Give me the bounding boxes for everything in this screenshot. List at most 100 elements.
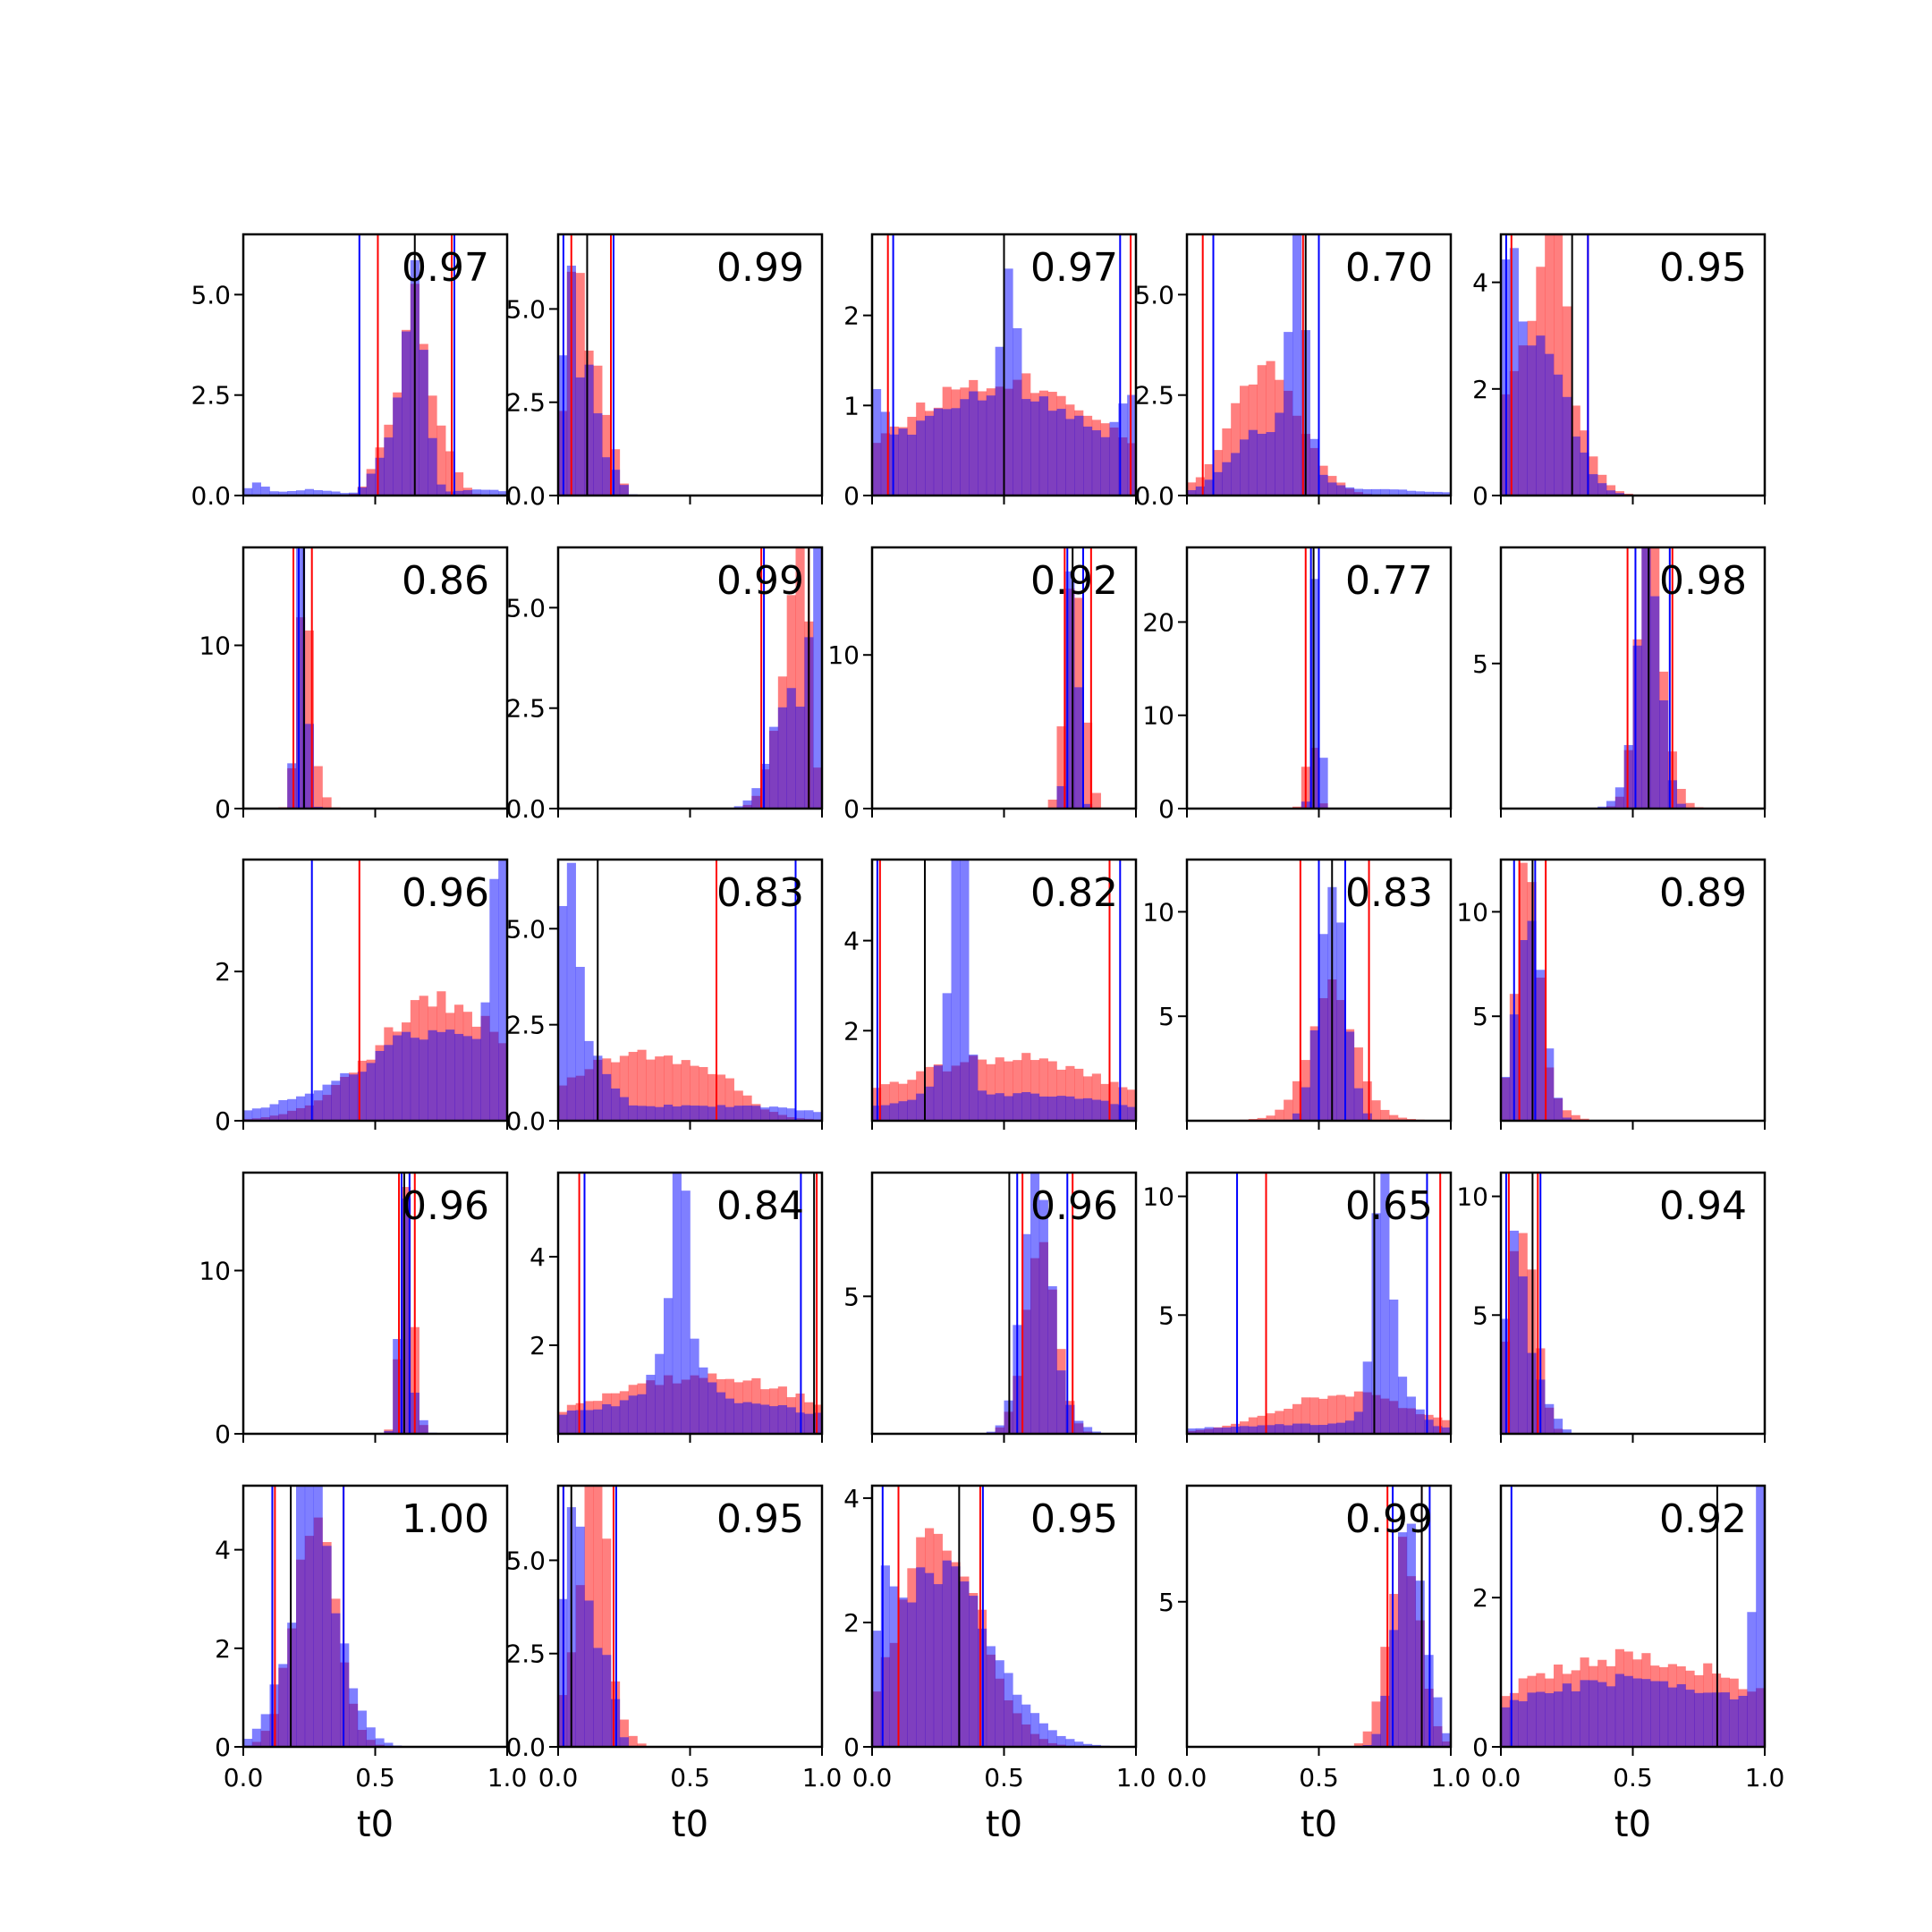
blue-bar <box>251 1728 261 1747</box>
y-tick-label: 4 <box>843 1484 860 1513</box>
x-tick-label: 0.0 <box>538 1763 579 1792</box>
blue-bar <box>1195 1428 1205 1434</box>
blue-bar <box>716 1105 726 1121</box>
blue-bar <box>357 1072 367 1121</box>
blue-bar <box>498 860 507 1121</box>
blue-bar <box>1509 248 1519 496</box>
red-bar <box>672 1063 682 1121</box>
blue-bar <box>1309 579 1319 809</box>
red-bar <box>986 1063 996 1121</box>
y-tick-label: 10 <box>1142 1182 1174 1212</box>
blue-bar <box>1501 1076 1511 1121</box>
panel-r0-c0: 0.0 2.5 5.0 0.97 <box>191 233 509 511</box>
panel-r3-c4: 5 10 0.94 <box>1456 1171 1767 1443</box>
blue-bar <box>1240 439 1250 496</box>
y-tick-label: 5.0 <box>505 914 546 944</box>
blue-bar <box>872 388 882 496</box>
blue-bar <box>1424 1419 1434 1434</box>
red-bar <box>1562 1110 1572 1121</box>
red-bar <box>1362 1080 1372 1121</box>
x-tick-label: 0.0 <box>1167 1763 1208 1792</box>
red-bar <box>1353 1047 1363 1121</box>
red-bar <box>1231 402 1241 496</box>
x-tick-label: 0.0 <box>1481 1763 1521 1792</box>
bars <box>243 259 507 496</box>
y-tick-label: 2 <box>1472 375 1488 404</box>
blue-bar <box>1309 438 1319 496</box>
y-tick-label: 4 <box>1472 268 1488 298</box>
bars <box>243 1486 402 1747</box>
bars <box>1501 1486 1765 1747</box>
blue-bar <box>1248 429 1258 496</box>
blue-bar <box>1336 1422 1346 1434</box>
y-tick-label: 0 <box>1472 1733 1488 1762</box>
blue-bar <box>681 1105 691 1121</box>
red-bar <box>1195 477 1205 496</box>
blue-bar <box>1562 1117 1572 1121</box>
blue-bar <box>1318 474 1328 496</box>
red-bar <box>1222 428 1232 496</box>
red-bar <box>1127 1089 1136 1121</box>
y-tick-label: 0.0 <box>505 1733 546 1762</box>
blue-bar <box>733 1402 743 1434</box>
red-bar <box>1284 1099 1293 1121</box>
blue-bar <box>243 1739 253 1747</box>
bars <box>1345 1523 1451 1747</box>
blue-bar <box>925 1572 935 1747</box>
blue-bar <box>1292 1113 1302 1121</box>
panel-r2-c2: 240.82 <box>843 858 1138 1130</box>
blue-bar <box>898 428 908 496</box>
x-tick-label: 1.0 <box>487 1763 528 1792</box>
blue-bar <box>1030 1093 1040 1121</box>
blue-bar <box>1424 491 1434 496</box>
blue-bar <box>269 491 279 496</box>
blue-bar <box>611 470 621 496</box>
y-tick-label: 0.0 <box>505 1106 546 1136</box>
blue-bar <box>664 1105 674 1121</box>
blue-bar <box>986 1646 996 1747</box>
panel-score-label: 0.82 <box>1030 870 1118 916</box>
blue-bar <box>1100 436 1110 496</box>
blue-bar <box>296 548 306 809</box>
panel-r4-c0: 0.0 0.5 1.0 t0 0 2 4 1.00 <box>215 1484 528 1845</box>
blue-bar <box>331 1613 341 1747</box>
blue-bar <box>916 420 926 496</box>
blue-bar <box>331 1080 341 1121</box>
blue-bar <box>724 1398 734 1434</box>
blue-bar <box>278 491 288 496</box>
x-tick-label: 1.0 <box>1745 1763 1785 1792</box>
blue-bar <box>708 1106 717 1121</box>
panel-r0-c1: 0.0 2.5 5.0 0.99 <box>505 233 824 511</box>
y-tick-label: 10 <box>1142 701 1174 731</box>
blue-bar <box>1614 1674 1624 1747</box>
panel-r0-c4: 0 2 4 0.95 <box>1472 233 1767 511</box>
blue-bar <box>1380 1695 1390 1747</box>
red-bar <box>699 1066 708 1121</box>
red-bar <box>1047 1061 1057 1121</box>
blue-bar <box>602 1403 612 1434</box>
blue-bar <box>1371 1733 1381 1747</box>
blue-bar <box>742 800 752 809</box>
y-tick-label: 2 <box>530 1331 546 1360</box>
blue-bar <box>611 1088 621 1121</box>
blue-bar <box>445 1030 455 1121</box>
panel-r1-c0: 0 10 0.86 <box>199 546 509 824</box>
blue-bar <box>402 1198 411 1434</box>
blue-bar <box>978 400 987 496</box>
blue-bar <box>1623 744 1633 809</box>
blue-bar <box>619 1097 629 1121</box>
blue-bar <box>1536 1691 1546 1747</box>
blue-bar <box>646 1375 656 1434</box>
red-bar <box>1318 1398 1328 1434</box>
blue-bar <box>1222 1427 1232 1434</box>
blue-bar <box>1248 1426 1258 1434</box>
y-tick-label: 5 <box>1472 649 1488 679</box>
blue-bar <box>1641 547 1651 809</box>
blue-bar <box>1571 436 1580 496</box>
blue-bar <box>322 1546 332 1747</box>
blue-bar <box>1562 396 1572 496</box>
blue-bar <box>1415 1580 1425 1747</box>
panel-r1-c1: 0.0 2.5 5.0 0.99 <box>505 546 824 824</box>
blue-bar <box>1021 399 1031 496</box>
blue-bar <box>1030 401 1040 496</box>
